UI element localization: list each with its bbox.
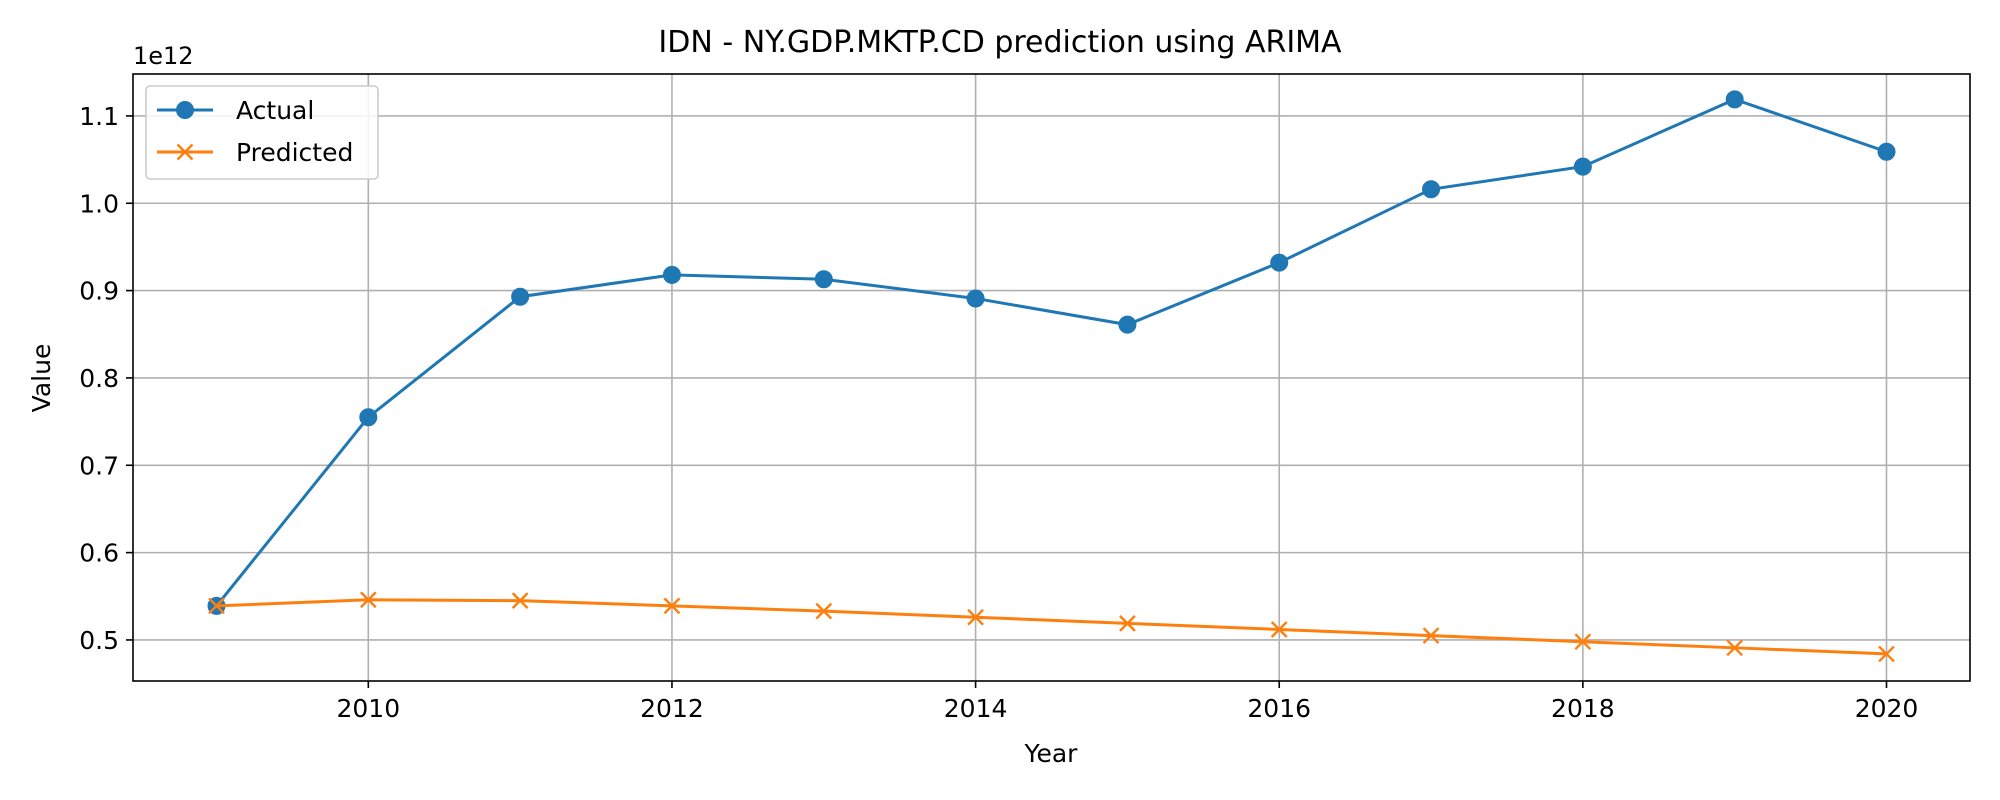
y-tick-label: 0.8 xyxy=(79,364,119,393)
data-point-actual xyxy=(662,265,681,284)
data-point-predicted xyxy=(1119,615,1136,632)
x-tick-label: 2010 xyxy=(337,694,401,723)
y-tick-label: 1.1 xyxy=(79,102,119,131)
y-tick-label: 0.9 xyxy=(79,277,119,306)
plot-area-border xyxy=(132,73,1971,682)
x-tick-label: 2012 xyxy=(640,694,704,723)
x-axis-label: Year xyxy=(1024,739,1079,768)
legend-marker-predicted xyxy=(176,143,194,161)
data-point-predicted xyxy=(208,597,225,615)
data-point-predicted xyxy=(967,608,984,626)
x-tick-label: 2014 xyxy=(944,694,1008,723)
y-tick-label: 0.5 xyxy=(79,626,119,655)
data-point-actual xyxy=(966,289,985,308)
data-point-actual xyxy=(511,287,530,306)
series-line-predicted xyxy=(216,598,1887,656)
data-point-predicted xyxy=(1270,621,1288,638)
y-tick-label: 0.7 xyxy=(79,451,119,480)
chart-title: IDN - NY.GDP.MKTP.CD prediction using AR… xyxy=(658,25,1342,60)
legend-marker-actual xyxy=(176,101,194,119)
legend-label-predicted: Predicted xyxy=(236,138,353,167)
legend: Actual Predicted xyxy=(145,85,379,180)
y-axis-offset-label: 1e12 xyxy=(133,42,194,70)
data-point-predicted xyxy=(815,602,833,620)
series-actual xyxy=(207,90,1896,615)
data-point-actual xyxy=(1877,142,1896,161)
data-point-actual xyxy=(1573,157,1592,176)
data-point-predicted xyxy=(1574,633,1592,651)
data-point-actual xyxy=(1118,315,1137,334)
series-line-actual xyxy=(215,97,1887,607)
y-tick-label: 0.6 xyxy=(79,539,119,568)
data-point-predicted xyxy=(1726,639,1744,657)
y-tick-label: 1.0 xyxy=(79,189,119,218)
data-point-predicted xyxy=(663,597,681,615)
x-tick-label: 2018 xyxy=(1551,694,1615,723)
series-predicted xyxy=(208,591,1895,663)
data-point-predicted xyxy=(359,591,377,609)
data-point-predicted xyxy=(1878,645,1895,663)
series xyxy=(207,90,1896,663)
data-point-actual xyxy=(359,408,378,427)
legend-label-actual: Actual xyxy=(236,96,314,125)
data-point-actual xyxy=(1725,90,1744,109)
y-axis-label: Value xyxy=(27,344,56,413)
data-point-actual xyxy=(1422,180,1441,199)
x-tick-label: 2016 xyxy=(1247,694,1311,723)
data-point-predicted xyxy=(511,592,529,609)
data-point-actual xyxy=(814,270,833,289)
x-tick-label: 2020 xyxy=(1855,694,1919,723)
data-point-actual xyxy=(1270,253,1289,272)
data-point-predicted xyxy=(1422,627,1440,644)
axis-ticks: 2010 2012 2014 2016 2018 2020 0.5 0.6 0.7 0.8 0.9 1… xyxy=(79,102,1918,723)
grid xyxy=(133,74,1970,681)
